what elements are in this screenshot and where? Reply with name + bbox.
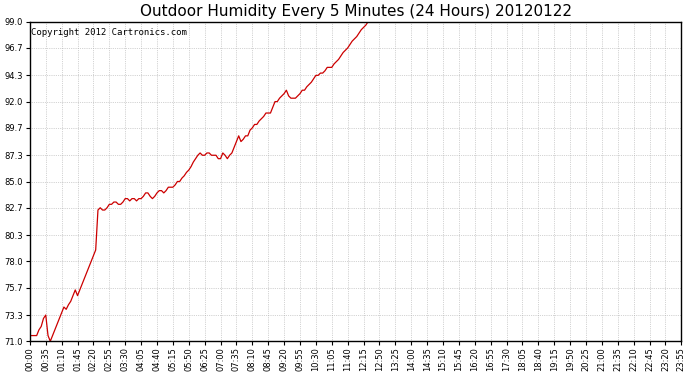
Title: Outdoor Humidity Every 5 Minutes (24 Hours) 20120122: Outdoor Humidity Every 5 Minutes (24 Hou… bbox=[139, 4, 571, 19]
Text: Copyright 2012 Cartronics.com: Copyright 2012 Cartronics.com bbox=[31, 28, 187, 37]
